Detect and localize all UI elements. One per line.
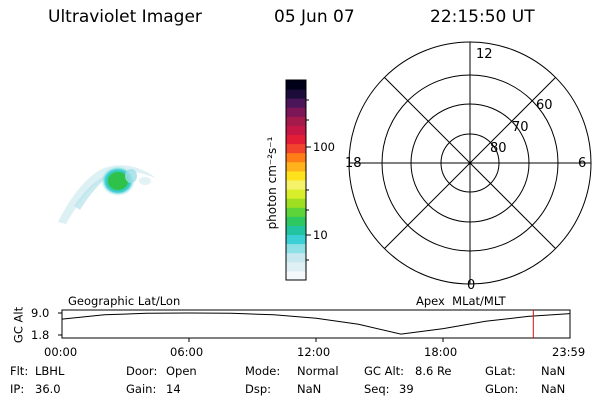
colorbar-segment: [286, 261, 306, 272]
date-label: 05 Jun 07: [274, 7, 355, 27]
colorbar-segment: [286, 143, 306, 154]
colorbar-segment: [286, 152, 306, 163]
orbit-plot-frame: [61, 309, 571, 339]
colorbar-segment: [286, 180, 306, 190]
ip-value: 36.0: [35, 382, 61, 396]
orbit-x-tick-label: 18:00: [424, 345, 458, 359]
lat-label-70: 70: [512, 120, 529, 135]
colorbar-segment: [286, 198, 306, 208]
orbit-x-tick-label: 23:59: [552, 345, 586, 359]
orbit-right-title: Apex MLat/MLT: [416, 294, 506, 308]
colorbar-ticks: [306, 99, 311, 261]
seq-value: 39: [399, 382, 414, 396]
seq-label: Seq:: [364, 382, 390, 396]
gc-alt-label: GC Alt:: [364, 364, 405, 378]
gain-value: 14: [166, 382, 181, 396]
colorbar-segment: [286, 207, 306, 217]
colorbar-segment: [286, 225, 306, 236]
colorbar-segment: [286, 89, 306, 99]
orbit-y-tick-label: 1.8: [31, 328, 50, 342]
time-label: 22:15:50 UT: [430, 7, 535, 27]
door-label: Door:: [126, 364, 158, 378]
gc-alt-value: 8.6 Re: [415, 364, 452, 378]
colorbar-segment: [286, 116, 306, 126]
lat-label-80: 80: [490, 141, 507, 156]
colorbar-segment: [286, 234, 306, 245]
dsp-label: Dsp:: [245, 382, 272, 396]
colorbar-segment: [286, 270, 306, 281]
flt-label: Flt:: [10, 364, 29, 378]
colorbar-tick-label: 100: [313, 140, 335, 154]
colorbar-segment: [286, 170, 306, 181]
colorbar-unit-label: photon cm⁻²s⁻¹: [265, 136, 279, 230]
colorbar-frame: [285, 79, 307, 281]
instrument-title: Ultraviolet Imager: [48, 7, 202, 27]
orbit-y-tick-label: 9.0: [31, 306, 50, 320]
colorbar-segment: [286, 243, 306, 254]
orbit-x-tick-label: 00:00: [44, 345, 78, 359]
dsp-value: NaN: [297, 382, 322, 396]
mlt-label-12: 12: [476, 47, 493, 62]
gain-label: Gain:: [126, 382, 157, 396]
colorbar-tick-label: 10: [313, 228, 328, 242]
ip-label: IP:: [10, 382, 25, 396]
auroral-image: [58, 165, 156, 224]
flt-value: LBHL: [35, 364, 65, 378]
mode-label: Mode:: [245, 364, 281, 378]
orbit-y-ticks: [58, 312, 62, 336]
mlt-label-6: 6: [578, 156, 587, 171]
glat-label: GLat:: [485, 364, 516, 378]
orbit-left-title: Geographic Lat/Lon: [68, 294, 181, 308]
mode-value: Normal: [297, 364, 339, 378]
lat-label-60: 60: [536, 98, 553, 113]
orbit-x-tick-label: 06:00: [170, 345, 204, 359]
colorbar-segment: [286, 125, 306, 136]
colorbar-segment: [286, 161, 306, 172]
polar-grid: [348, 41, 592, 285]
glon-value: NaN: [541, 382, 566, 396]
orbit-x-tick-label: 12:00: [297, 345, 331, 359]
orbit-x-ticks: [188, 338, 444, 342]
colorbar-segment: [286, 98, 306, 108]
mlt-label-18: 18: [345, 156, 362, 171]
colorbar-segment: [286, 80, 306, 90]
colorbar: [286, 80, 306, 281]
colorbar-segment: [286, 134, 306, 145]
glat-value: NaN: [541, 364, 566, 378]
colorbar-segment: [286, 252, 306, 263]
colorbar-segment: [286, 189, 306, 199]
mlt-label-0: 0: [467, 278, 476, 293]
orbit-altitude-line: [61, 312, 571, 335]
door-value: Open: [166, 364, 197, 378]
glon-label: GLon:: [485, 382, 519, 396]
colorbar-segment: [286, 107, 306, 117]
colorbar-segment: [286, 216, 306, 226]
orbit-y-axis-label: GC Alt: [11, 306, 26, 344]
